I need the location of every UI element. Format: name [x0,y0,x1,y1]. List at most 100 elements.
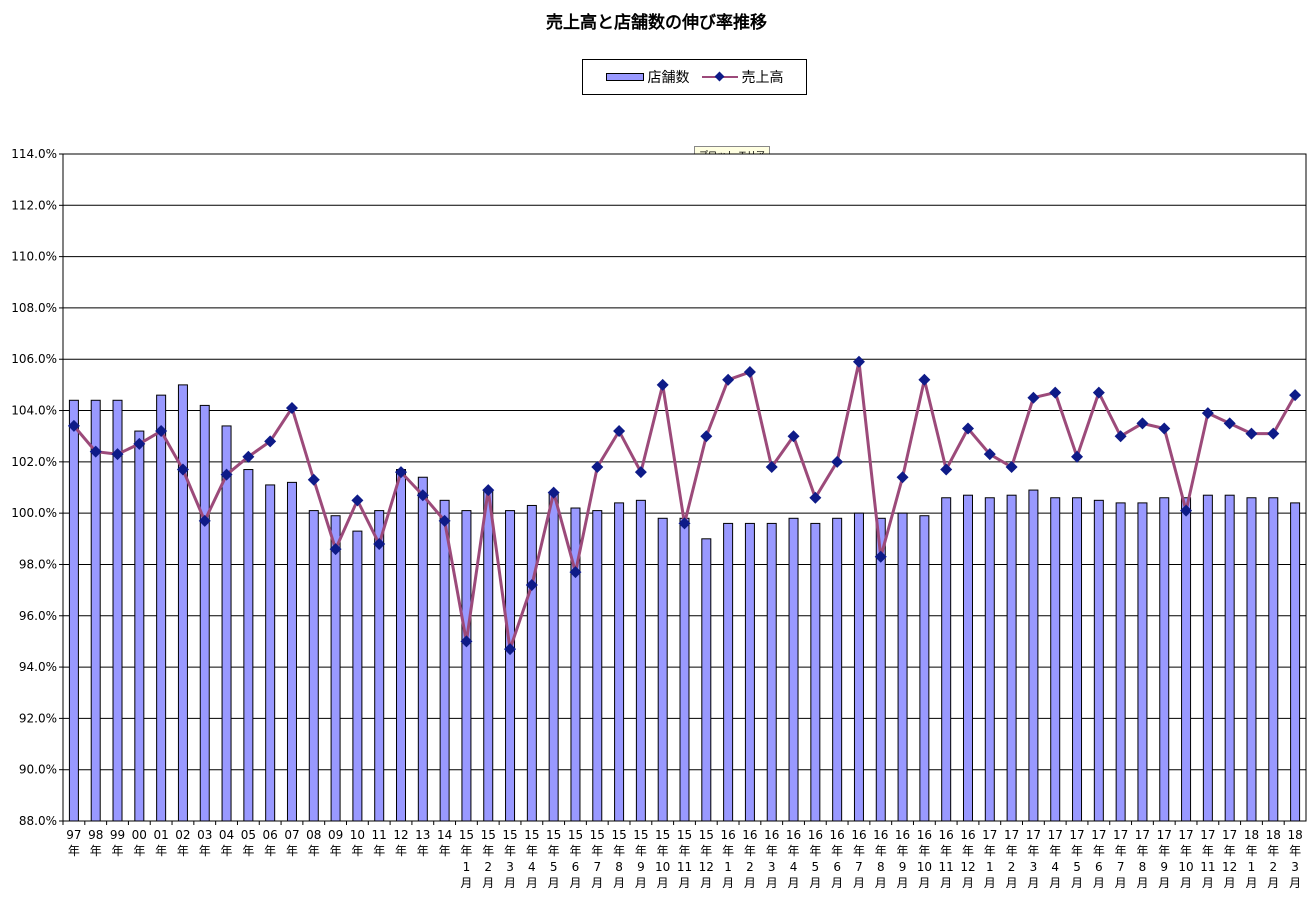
x-tick-label: 15 [611,828,626,842]
bar [919,515,930,822]
sales-marker [983,448,996,461]
x-tick-label: 14 [437,828,452,842]
x-tick-label: 年 [1049,844,1061,858]
x-tick-label: 年 [330,844,342,858]
sales-marker [111,448,124,461]
x-tick-label: 07 [284,828,299,842]
bar [439,499,450,822]
x-tick-label: 月 [548,876,560,890]
bar [1181,497,1192,822]
x-tick-label: 月 [700,876,712,890]
x-tick-label: 月 [875,876,887,890]
x-tick-label: 6 [1095,860,1103,874]
legend-item-sales: 売上高 [701,67,784,87]
x-tick-label: 5 [550,860,558,874]
x-tick-label: 年 [591,844,603,858]
bar [221,425,232,822]
x-tick-label: 月 [1180,876,1192,890]
sales-marker [460,635,473,648]
x-tick-label: 年 [897,844,909,858]
bar [417,476,428,822]
x-tick-label: 月 [635,876,647,890]
y-tick-label: 90.0% [19,763,57,777]
x-tick-label: 17 [1091,828,1106,842]
x-tick-label: 3 [1030,860,1038,874]
x-tick-label: 月 [1224,876,1236,890]
x-tick-label: 16 [830,828,845,842]
x-tick-label: 2 [1269,860,1277,874]
bar [461,510,472,822]
sales-marker [351,494,364,507]
sales-marker [634,466,647,479]
sales-marker [1158,422,1171,435]
sales-marker [874,550,887,563]
x-tick-label: 月 [722,876,734,890]
x-tick-label: 17 [1113,828,1128,842]
bar [984,497,995,822]
sales-marker [547,486,560,499]
sales-marker [722,373,735,386]
x-tick-label: 年 [177,844,189,858]
x-tick-label: 16 [808,828,823,842]
bar [875,517,886,822]
bar [614,502,625,822]
x-tick-label: 2 [1008,860,1016,874]
x-tick-label: 99 [110,828,125,842]
x-tick-label: 月 [504,876,516,890]
x-tick-label: 年 [744,844,756,858]
x-tick-label: 18 [1287,828,1302,842]
x-tick-label: 17 [1200,828,1215,842]
x-tick-label: 年 [221,844,233,858]
x-tick-label: 年 [1224,844,1236,858]
x-tick-label: 月 [482,876,494,890]
sales-marker [700,430,713,443]
x-tick-label: 年 [918,844,930,858]
x-tick-label: 月 [591,876,603,890]
x-tick-label: 16 [764,828,779,842]
sales-marker [264,435,277,448]
x-tick-label: 17 [1178,828,1193,842]
sales-marker [831,455,844,468]
sales-marker [416,489,429,502]
x-tick-label: 月 [1115,876,1127,890]
x-tick-label: 5 [812,860,820,874]
x-tick-label: 年 [548,844,560,858]
legend-label-stores: 店舗数 [647,70,690,86]
sales-marker [438,514,451,527]
x-tick-label: 12 [1222,860,1237,874]
x-tick-label: 17 [1157,828,1172,842]
x-tick-label: 11 [677,860,692,874]
x-tick-label: 97 [66,828,81,842]
x-tick-label: 5 [1073,860,1081,874]
bar [853,512,864,822]
bar [526,504,537,822]
x-tick-label: 00 [132,828,147,842]
x-tick-label: 15 [633,828,648,842]
bar [352,530,363,822]
y-tick-label: 94.0% [19,660,57,674]
x-tick-label: 年 [1202,844,1214,858]
bar [265,484,276,822]
x-tick-label: 月 [613,876,625,890]
bar [1006,494,1017,822]
bar [941,497,952,822]
bar [788,517,799,822]
x-tick-label: 年 [1267,844,1279,858]
x-tick-label: 月 [1245,876,1257,890]
x-tick-label: 年 [984,844,996,858]
sales-marker [896,471,909,484]
x-tick-label: 17 [1026,828,1041,842]
x-tick-label: 12 [699,860,714,874]
x-tick-label: 9 [1160,860,1168,874]
x-tick-label: 年 [940,844,952,858]
bar [766,522,777,822]
x-tick-label: 12 [960,860,975,874]
x-tick-label: 年 [504,844,516,858]
y-tick-label: 92.0% [19,711,57,725]
sales-marker [329,543,342,556]
x-tick-label: 月 [460,876,472,890]
bar [1137,502,1148,822]
bar [1290,502,1301,822]
x-tick-label: 8 [1139,860,1147,874]
x-tick-label: 月 [853,876,865,890]
